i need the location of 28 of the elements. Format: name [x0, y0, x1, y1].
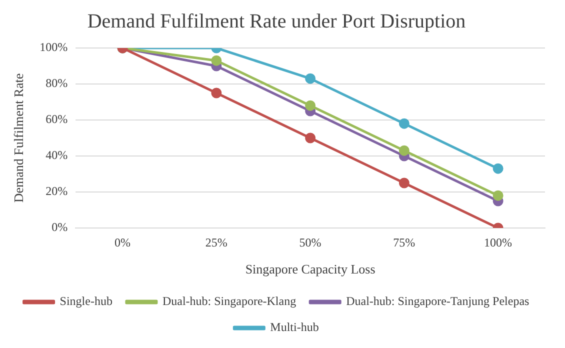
x-tick-label: 50% [299, 235, 322, 250]
x-tick-label: 100% [484, 235, 512, 250]
point [398, 118, 410, 129]
x-tick-label: 75% [393, 235, 416, 250]
legend-label: Multi-hub [270, 320, 319, 334]
point [305, 73, 316, 84]
point [398, 178, 410, 188]
x-axis-title: Singapore Capacity Loss [245, 262, 376, 277]
point [305, 132, 316, 144]
x-tick-label: 25% [205, 235, 228, 250]
y-tick-label: 20% [46, 184, 68, 198]
y-tick-label: 40% [46, 148, 68, 162]
legend-label: Single-hub [60, 294, 112, 308]
y-axis-title: Demand Fulfilment Rate [11, 73, 26, 203]
chart-title: Demand Fulfilment Rate under Port Disruption [87, 10, 466, 32]
point [305, 100, 316, 111]
point [398, 145, 410, 156]
legend-label: Dual-hub: Singapore-Tanjung Pelepas [346, 294, 530, 308]
point [211, 88, 222, 98]
y-tick-label: 80% [46, 76, 68, 90]
point [211, 55, 222, 66]
point [492, 190, 504, 201]
y-tick-label: 60% [46, 112, 68, 126]
x-tick-label: 0% [114, 235, 131, 250]
point [492, 163, 504, 174]
legend-label: Dual-hub: Singapore-Klang [162, 294, 296, 308]
y-tick-label: 0% [52, 220, 68, 234]
y-tick-label: 100% [40, 40, 68, 54]
